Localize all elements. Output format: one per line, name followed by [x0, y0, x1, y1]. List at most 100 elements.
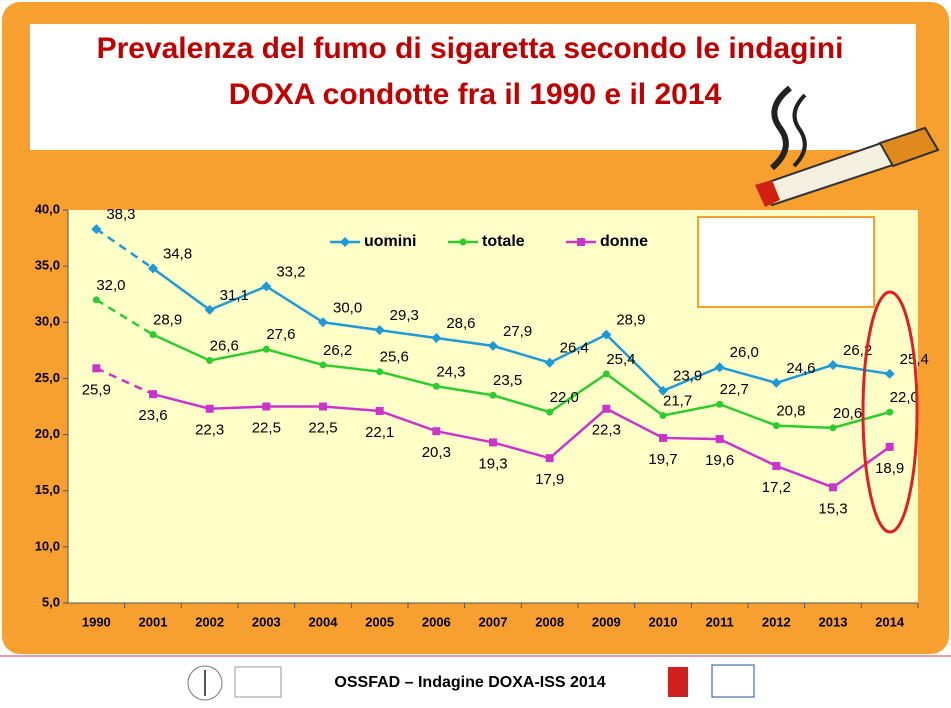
point [91, 224, 102, 235]
point [148, 263, 158, 274]
point [829, 424, 837, 432]
x-tick-label: 2009 [592, 614, 621, 629]
y-tick-label: 10,0 [35, 538, 60, 553]
x-tick-label: 2002 [195, 614, 224, 629]
point [602, 404, 611, 413]
point [374, 325, 385, 336]
data-label: 22,5 [308, 419, 337, 436]
filter [878, 126, 940, 168]
data-label: 26,4 [560, 340, 589, 357]
point [340, 237, 350, 247]
point [149, 331, 157, 339]
point [375, 406, 384, 415]
data-label: 20,8 [776, 403, 805, 420]
point [319, 361, 327, 369]
point [431, 333, 442, 344]
x-tick-label: 2014 [875, 614, 905, 629]
data-label: 24,3 [436, 363, 465, 380]
x-tick-label: 2004 [309, 614, 339, 629]
point [658, 385, 668, 396]
data-label: 28,9 [616, 312, 645, 329]
legend-label: uomini [364, 233, 416, 250]
data-label: 25,4 [606, 351, 635, 368]
series-line [95, 228, 154, 270]
point [206, 356, 214, 364]
y-tick-label: 20,0 [35, 426, 60, 441]
data-label: 28,9 [153, 312, 182, 329]
point [772, 462, 781, 471]
point [204, 304, 215, 315]
x-tick-label: 2010 [649, 614, 678, 629]
cigarette-icon [755, 85, 940, 207]
y-tick-label: 30,0 [35, 314, 60, 329]
data-label: 28,6 [446, 315, 475, 332]
point [262, 402, 271, 411]
x-tick-label: 2011 [706, 614, 734, 629]
point [886, 408, 894, 416]
chart: 5,0 10,0 15,0 20,0 25,0 30,0 35,0 40,0 1990 2001 2… [35, 201, 929, 629]
data-label: 19,7 [648, 451, 677, 468]
title-box [30, 24, 916, 150]
point [884, 368, 895, 379]
highlight-ellipse [861, 290, 919, 534]
annotation-box [697, 216, 875, 308]
chart-title: Prevalenza del fumo di sigaretta secondo… [97, 32, 844, 65]
point [376, 368, 384, 376]
data-label: 22,0 [890, 389, 919, 406]
data-label: 22,0 [550, 389, 579, 406]
data-label: 17,2 [762, 479, 791, 496]
series-line [95, 367, 154, 396]
chart-subtitle: DOXA condotte fra il 1990 e il 2014 [229, 78, 722, 111]
data-label: 18,9 [875, 460, 904, 477]
point [149, 390, 157, 399]
data-label: 27,9 [503, 323, 532, 340]
data-label: 26,0 [730, 344, 759, 361]
point [577, 238, 585, 246]
data-label: 19,3 [478, 455, 507, 472]
data-label: 21,7 [663, 392, 692, 409]
data-label: 24,6 [786, 360, 815, 377]
data-label: 22,3 [195, 422, 224, 439]
point [318, 317, 328, 328]
data-label: 31,1 [220, 287, 249, 304]
point [601, 329, 612, 340]
point [659, 411, 667, 419]
smoke [792, 93, 807, 168]
data-label: 23,5 [493, 372, 522, 389]
point [659, 433, 667, 442]
data-label: 23,9 [673, 368, 702, 385]
logo-marionegri [711, 664, 755, 698]
point [546, 408, 554, 416]
data-label: 22,1 [365, 424, 394, 441]
data-label: 23,6 [138, 407, 167, 424]
data-label: 20,3 [422, 444, 451, 461]
series-line [152, 392, 891, 489]
point [488, 340, 498, 351]
x-tick-label: 2008 [535, 614, 564, 629]
y-tick-label: 15,0 [35, 482, 60, 497]
x-tick-label: 2005 [365, 614, 394, 629]
point [261, 281, 272, 292]
logo-ring [187, 665, 223, 701]
point [545, 454, 554, 463]
logo-doxa [668, 667, 688, 697]
data-label: 29,3 [390, 307, 419, 324]
x-tick-label: 2006 [422, 614, 451, 629]
x-tick-label: 2001 [139, 614, 168, 629]
series-line [152, 333, 891, 430]
point [432, 427, 441, 436]
data-label: 20,6 [833, 405, 862, 422]
data-label: 30,0 [333, 299, 362, 316]
logo-ossfad [234, 666, 282, 698]
point [715, 435, 724, 444]
point [459, 238, 467, 246]
data-label: 22,7 [720, 381, 749, 398]
y-tick-label: 40,0 [35, 201, 60, 216]
point [92, 364, 101, 373]
point [771, 377, 782, 388]
data-label: 26,2 [323, 342, 352, 359]
data-label: 15,3 [818, 500, 847, 517]
data-label: 34,8 [163, 245, 192, 262]
ember [755, 180, 780, 207]
point [829, 483, 837, 492]
